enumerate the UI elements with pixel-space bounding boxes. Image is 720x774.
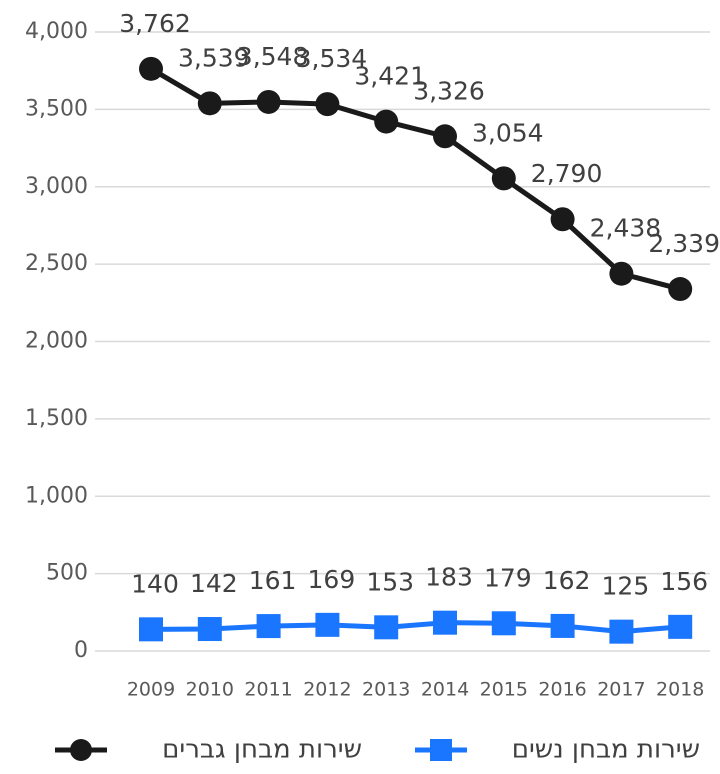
point (139, 617, 163, 642)
point (197, 617, 222, 642)
point (668, 277, 693, 302)
point (374, 109, 399, 134)
y-tick-label: 1,500 (25, 406, 88, 431)
x-tick-label: 2012 (303, 679, 351, 701)
legend-label: שירות מבחן גברים (162, 735, 362, 765)
data-label: 142 (190, 569, 238, 598)
data-label: 2,438 (590, 214, 662, 243)
y-tick-label: 2,500 (25, 251, 88, 276)
data-label: 3,762 (119, 9, 191, 38)
data-label: 169 (308, 565, 356, 594)
y-tick-label: 1,000 (25, 483, 88, 508)
legend-label: שירות מבחן נשים (512, 735, 700, 765)
data-label: 183 (425, 563, 473, 592)
y-tick-label: 4,000 (25, 19, 88, 44)
point (197, 91, 222, 116)
data-label: 2,790 (531, 159, 603, 188)
data-label: 125 (602, 572, 650, 601)
x-tick-label: 2010 (186, 679, 234, 701)
data-label: 3,054 (472, 118, 544, 147)
y-tick-label: 2,000 (25, 329, 88, 354)
point (256, 89, 281, 114)
data-label: 3,539 (178, 43, 250, 72)
legend-marker (430, 739, 452, 761)
x-tick-label: 2017 (597, 679, 645, 701)
x-tick-label: 2011 (244, 679, 292, 701)
y-tick-label: 3,000 (25, 174, 88, 199)
y-tick-label: 500 (46, 561, 88, 586)
data-label: 3,421 (354, 62, 426, 91)
data-label: 2,339 (648, 229, 720, 258)
data-label: 140 (131, 569, 179, 598)
data-label: 3,326 (413, 76, 485, 105)
point (315, 92, 340, 117)
point (491, 166, 516, 191)
data-label: 161 (249, 566, 297, 595)
point (315, 612, 340, 637)
data-label: 153 (366, 567, 414, 596)
x-tick-label: 2013 (362, 679, 410, 701)
x-tick-label: 2014 (421, 679, 469, 701)
series-line (149, 66, 681, 292)
point (491, 611, 516, 636)
data-label: 156 (660, 567, 708, 596)
point (550, 207, 575, 232)
data-label: 179 (484, 563, 532, 592)
x-tick-label: 2016 (538, 679, 586, 701)
point (374, 615, 399, 640)
data-label: 3,548 (237, 42, 309, 71)
point (609, 261, 634, 286)
y-tick-label: 3,500 (25, 96, 88, 121)
point (139, 56, 163, 81)
x-tick-label: 2009 (127, 679, 175, 701)
data-label: 3,534 (296, 44, 368, 73)
x-tick-label: 2015 (480, 679, 528, 701)
data-label: 162 (543, 566, 591, 595)
y-tick-label: 0 (74, 638, 88, 663)
x-tick-label: 2018 (656, 679, 704, 701)
point (609, 619, 634, 644)
legend-marker (70, 739, 92, 761)
series-line (150, 620, 681, 635)
point (550, 613, 575, 638)
point (256, 614, 281, 639)
point (433, 124, 457, 149)
point (433, 610, 457, 635)
point (668, 614, 693, 639)
